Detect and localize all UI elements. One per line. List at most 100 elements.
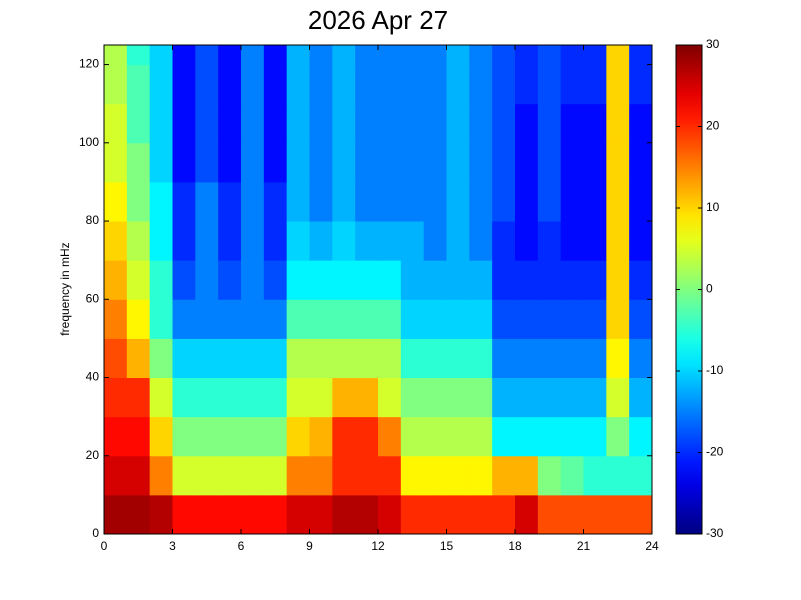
heatmap-cell [104, 455, 128, 496]
heatmap-cell [606, 494, 630, 535]
x-tick-label: 3 [169, 539, 176, 553]
heatmap-cell [469, 181, 493, 222]
heatmap-cell [378, 377, 402, 418]
heatmap-cell [400, 260, 425, 300]
heatmap-cell [286, 494, 310, 535]
heatmap-cell [241, 221, 265, 261]
heatmap-cell [629, 299, 653, 339]
heatmap-cell [423, 103, 447, 144]
heatmap-cell [104, 181, 128, 222]
y-tick-label: 20 [86, 448, 100, 462]
heatmap-cell [400, 221, 425, 261]
heatmap-cell [286, 103, 310, 144]
heatmap-cell [149, 45, 173, 66]
heatmap-cell [378, 64, 402, 105]
heatmap-cell [263, 260, 288, 300]
heatmap-cell [172, 416, 196, 457]
heatmap-cell [332, 103, 356, 144]
heatmap-cell [446, 455, 470, 496]
heatmap-cell [263, 494, 288, 535]
heatmap-cell [104, 45, 128, 66]
colorbar-tick-label: -20 [706, 445, 724, 459]
heatmap-cell [606, 103, 630, 144]
heatmap-cell [423, 142, 447, 183]
heatmap-cell [309, 416, 333, 457]
x-tick-label: 9 [306, 539, 313, 553]
heatmap-cell [560, 45, 584, 66]
heatmap-cell [126, 64, 151, 105]
heatmap-cell [400, 377, 425, 418]
heatmap-cell [195, 45, 219, 66]
heatmap-cell [583, 416, 607, 457]
heatmap-cell [172, 45, 196, 66]
heatmap-cell [515, 494, 539, 535]
heatmap-cell [560, 221, 584, 261]
heatmap-cell [195, 181, 219, 222]
heatmap-cell [286, 64, 310, 105]
heatmap-cell [172, 103, 196, 144]
heatmap-cell [241, 338, 265, 379]
heatmap-cell [263, 299, 288, 339]
heatmap-cell [309, 181, 333, 222]
heatmap-cell [195, 494, 219, 535]
heatmap-cell [378, 338, 402, 379]
heatmap-cell [286, 181, 310, 222]
heatmap-cell [560, 455, 584, 496]
heatmap-cell [195, 455, 219, 496]
heatmap-cell [492, 64, 516, 105]
heatmap-cell [446, 142, 470, 183]
heatmap-cell [195, 64, 219, 105]
x-tick-label: 0 [101, 539, 108, 553]
heatmap-cell [218, 181, 242, 222]
heatmap-cell [492, 377, 516, 418]
heatmap-cell [629, 260, 653, 300]
heatmap-cell [492, 416, 516, 457]
heatmap-cell [355, 221, 379, 261]
heatmap-cell [606, 45, 630, 66]
heatmap-cell [469, 377, 493, 418]
heatmap-cell [263, 181, 288, 222]
heatmap-cell [241, 260, 265, 300]
y-tick-label: 100 [79, 135, 99, 149]
heatmap-cell [492, 299, 516, 339]
heatmap-cell [218, 455, 242, 496]
heatmap-cell [378, 299, 402, 339]
heatmap-cell [446, 45, 470, 66]
heatmap-cell [195, 221, 219, 261]
heatmap-cell [332, 377, 356, 418]
heatmap-cell [537, 45, 562, 66]
heatmap-cell [126, 142, 151, 183]
heatmap-cell [560, 260, 584, 300]
heatmap-cell [241, 299, 265, 339]
heatmap-cell [537, 299, 562, 339]
colorbar-tick-label: -30 [706, 526, 724, 540]
heatmap-cell [172, 181, 196, 222]
heatmap-cell [263, 221, 288, 261]
heatmap-cell [446, 221, 470, 261]
heatmap-cell [515, 64, 539, 105]
heatmap-cell [355, 377, 379, 418]
heatmap-cell [400, 64, 425, 105]
heatmap-cell [583, 45, 607, 66]
heatmap-cell [172, 260, 196, 300]
heatmap-cell [309, 494, 333, 535]
heatmap-cell [583, 377, 607, 418]
heatmap-cell [537, 142, 562, 183]
heatmap-cell [126, 377, 151, 418]
heatmap-cell [355, 103, 379, 144]
heatmap-cell [583, 455, 607, 496]
heatmap-cell [400, 181, 425, 222]
heatmap-cell [355, 142, 379, 183]
heatmap-cell [355, 455, 379, 496]
heatmap-cell [515, 221, 539, 261]
heatmap-cell [515, 416, 539, 457]
heatmap-cell [263, 103, 288, 144]
heatmap-cell [469, 260, 493, 300]
heatmap-cell [629, 64, 653, 105]
heatmap-cell [172, 455, 196, 496]
colorbar-tick-label: 10 [706, 200, 720, 214]
heatmap-cell [515, 299, 539, 339]
heatmap-cell [469, 416, 493, 457]
